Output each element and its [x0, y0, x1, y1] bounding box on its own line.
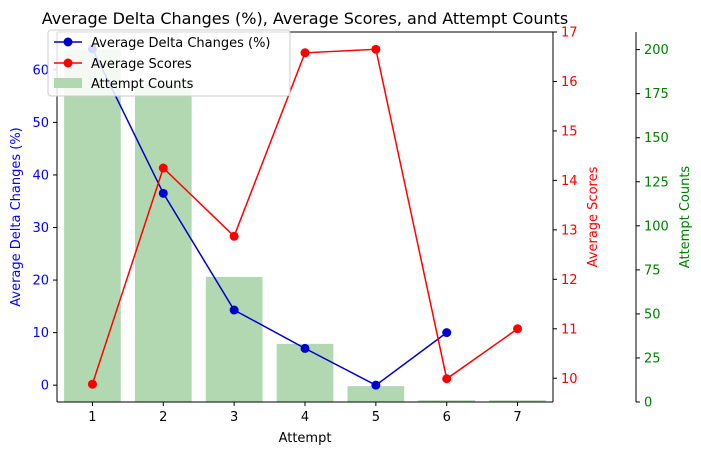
legend-label-delta: Average Delta Changes (%): [91, 36, 271, 51]
data-point-right: [87, 379, 97, 389]
legend-marker-scores: [63, 58, 73, 68]
right-tick-label: 14: [561, 174, 578, 189]
legend-marker-delta: [63, 37, 73, 47]
bar-attempt-5: [347, 386, 405, 402]
far-right-tick-label: 0: [644, 396, 652, 411]
chart-title: Average Delta Changes (%), Average Score…: [42, 9, 568, 28]
lines-layer: [87, 44, 523, 390]
left-tick-label: 0: [41, 379, 49, 394]
right-tick-label: 12: [561, 273, 578, 288]
bar-attempt-6: [418, 400, 476, 402]
data-point-right: [513, 324, 523, 334]
far-right-tick-label: 75: [644, 263, 661, 278]
left-tick-label: 10: [32, 326, 49, 341]
series-line-left: [91, 48, 448, 387]
data-point-right: [300, 48, 310, 58]
text-layer: Average Delta Changes (%), Average Score…: [9, 9, 693, 446]
far-right-tick-label: 175: [644, 87, 669, 102]
legend: Average Delta Changes (%) Average Scores…: [47, 29, 291, 97]
bar-attempt-7: [489, 400, 546, 402]
bars-layer: [64, 49, 546, 402]
far-right-tick-label: 25: [644, 351, 661, 366]
left-tick-label: 20: [32, 274, 49, 289]
right-axis-label: Average Scores: [586, 166, 601, 267]
bar-attempt-3: [205, 276, 263, 402]
x-tick-label: 6: [443, 410, 451, 425]
right-tick-label: 10: [561, 372, 578, 387]
far-right-tick-label: 50: [644, 307, 661, 322]
x-tick-label: 2: [159, 410, 167, 425]
left-tick-label: 50: [32, 116, 49, 131]
legend-label-counts: Attempt Counts: [91, 77, 194, 92]
x-tick-label: 1: [88, 410, 96, 425]
x-axis-label: Attempt: [279, 431, 332, 446]
right-tick-label: 16: [561, 75, 578, 90]
data-point-left: [300, 343, 310, 353]
data-point-left: [158, 188, 168, 198]
right-tick-label: 13: [561, 223, 578, 238]
x-tick-label: 7: [513, 410, 521, 425]
bar-attempt-2: [134, 84, 192, 402]
left-tick-label: 30: [32, 221, 49, 236]
legend-label-scores: Average Scores: [91, 57, 192, 72]
left-tick-label: 40: [32, 168, 49, 183]
left-axis-label: Average Delta Changes (%): [9, 127, 24, 307]
far-right-tick-label: 125: [644, 175, 669, 190]
right-tick-label: 17: [561, 26, 578, 41]
bar-attempt-1: [64, 49, 121, 402]
left-tick-label: 60: [32, 63, 49, 78]
data-point-right: [371, 44, 381, 54]
bar-attempt-4: [276, 343, 334, 402]
legend-frame: [47, 29, 291, 97]
legend-swatch-counts: [54, 78, 82, 88]
data-point-left: [229, 305, 239, 315]
data-point-right: [229, 231, 239, 241]
data-point-right: [442, 374, 452, 384]
x-tick-label: 3: [230, 410, 238, 425]
far-right-tick-label: 150: [644, 131, 669, 146]
data-point-left: [442, 328, 452, 338]
data-point-right: [158, 163, 168, 173]
far-right-tick-label: 200: [644, 43, 669, 58]
x-tick-label: 4: [301, 410, 309, 425]
x-tick-label: 5: [372, 410, 380, 425]
right-tick-label: 11: [561, 322, 578, 337]
data-point-left: [371, 380, 381, 390]
far-right-axis-label: Attempt Counts: [678, 166, 693, 269]
far-right-tick-label: 100: [644, 219, 669, 234]
right-tick-label: 15: [561, 124, 578, 139]
